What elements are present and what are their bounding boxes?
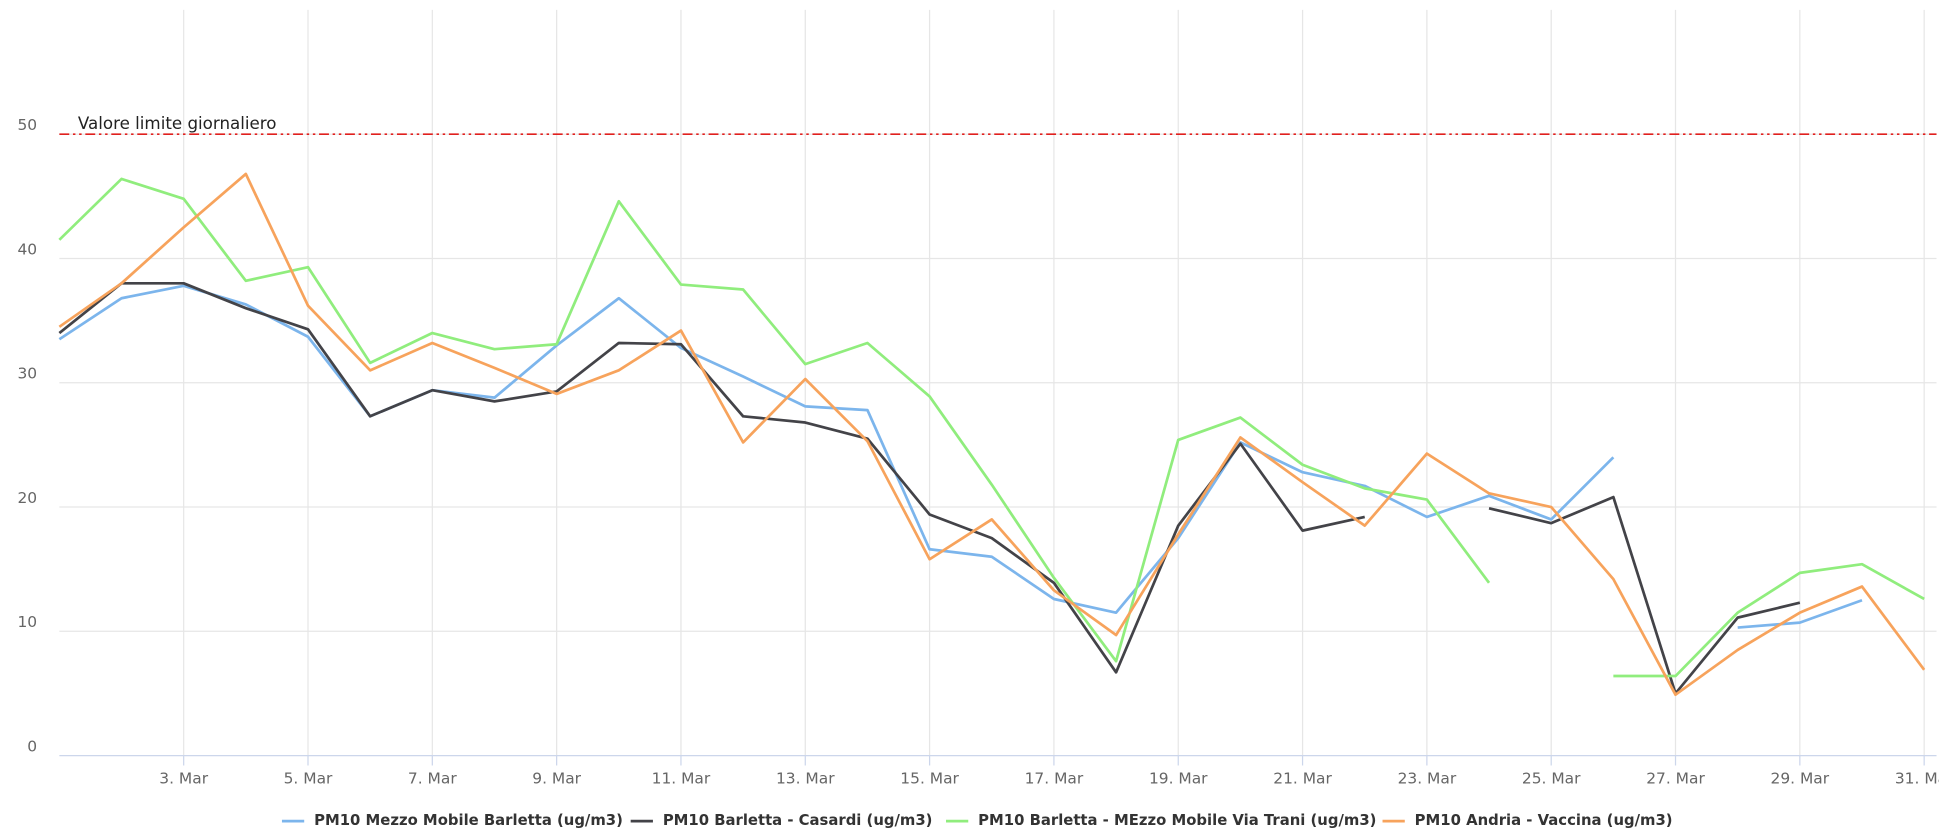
x-tick-label: 9. Mar bbox=[532, 770, 581, 788]
x-tick-label: 11. Mar bbox=[652, 770, 711, 788]
y-tick-label: 30 bbox=[17, 365, 37, 383]
x-tick-label: 17. Mar bbox=[1025, 770, 1084, 788]
x-tick-label: 13. Mar bbox=[776, 770, 835, 788]
x-tick-label: 29. Mar bbox=[1771, 770, 1830, 788]
y-tick-label: 20 bbox=[17, 489, 37, 507]
x-tick-label: 3. Mar bbox=[159, 770, 208, 788]
y-tick-label: 40 bbox=[17, 240, 37, 258]
x-tick-label: 7. Mar bbox=[408, 770, 457, 788]
y-tick-label: 0 bbox=[27, 737, 37, 755]
y-tick-label: 50 bbox=[17, 116, 37, 134]
limit-label: Valore limite giornaliero bbox=[78, 114, 277, 133]
x-tick-label: 25. Mar bbox=[1522, 770, 1581, 788]
series-line bbox=[58, 281, 1801, 695]
legend-label: PM10 Mezzo Mobile Barletta (ug/m3) bbox=[314, 812, 623, 829]
x-tick-label: 15. Mar bbox=[900, 770, 959, 788]
y-tick-label: 10 bbox=[17, 613, 37, 631]
x-tick-label: 5. Mar bbox=[284, 770, 333, 788]
series-line bbox=[58, 172, 1926, 697]
x-tick-label: 23. Mar bbox=[1398, 770, 1457, 788]
series-line bbox=[58, 177, 1925, 678]
x-tick-label: 19. Mar bbox=[1149, 770, 1208, 788]
series-line bbox=[58, 284, 1863, 629]
x-tick-label: 31. Mar bbox=[1895, 770, 1939, 788]
x-tick-label: 27. Mar bbox=[1646, 770, 1705, 788]
x-tick-label: 21. Mar bbox=[1273, 770, 1332, 788]
legend-label: PM10 Andria - Vaccina (ug/m3) bbox=[1415, 812, 1673, 829]
legend-label: PM10 Barletta - Casardi (ug/m3) bbox=[663, 812, 933, 829]
legend-label: PM10 Barletta - MEzzo Mobile Via Trani (… bbox=[978, 812, 1376, 829]
